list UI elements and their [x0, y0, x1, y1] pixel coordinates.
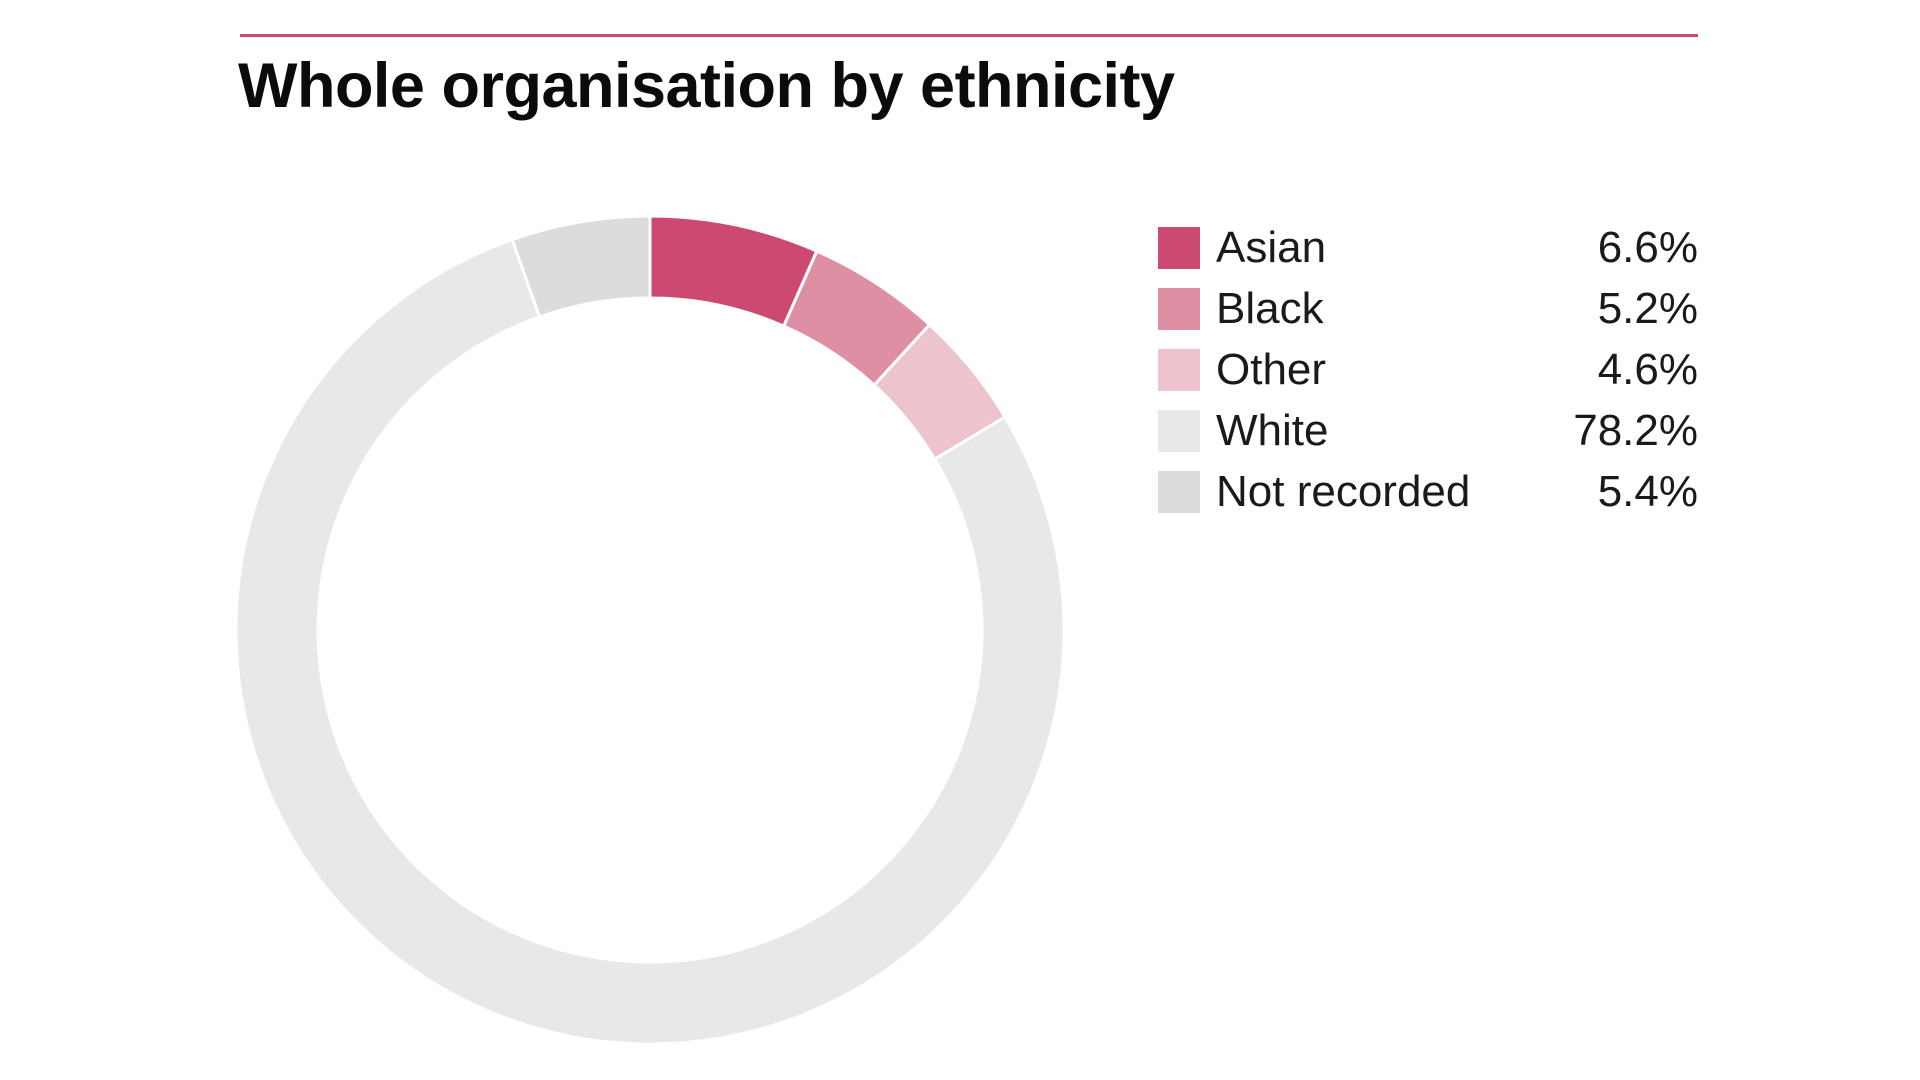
donut-slice-white: [234, 237, 1066, 1046]
legend-swatch-white: [1158, 410, 1200, 452]
title-rule: [240, 34, 1698, 37]
legend-label: White: [1216, 406, 1329, 455]
legend-swatch-black: [1158, 288, 1200, 330]
legend-label: Other: [1216, 345, 1327, 394]
legend-label: Not recorded: [1216, 467, 1471, 516]
donut-slices: [234, 214, 1066, 1046]
legend-item-not-recorded: Not recorded 5.4%: [1158, 466, 1698, 527]
donut-slice-not-recorded: [510, 214, 652, 319]
legend-value: 5.2%: [1597, 284, 1698, 333]
legend-item-black: Black 5.2%: [1158, 283, 1698, 344]
donut-chart: [234, 214, 1066, 1046]
legend-item-white: White 78.2%: [1158, 405, 1698, 466]
donut-chart-container: [230, 210, 1070, 1050]
legend-swatch-other: [1158, 349, 1200, 391]
legend-value: 5.4%: [1597, 467, 1698, 516]
chart-title: Whole organisation by ethnicity: [238, 51, 1175, 121]
legend-item-other: Other 4.6%: [1158, 344, 1698, 405]
chart-legend: Asian 6.6% Black 5.2% Other 4.6% White 78.2% Not…: [1158, 222, 1698, 527]
legend-label: Black: [1216, 284, 1324, 333]
legend-value: 78.2%: [1573, 406, 1698, 455]
legend-label: Asian: [1216, 223, 1327, 272]
legend-item-asian: Asian 6.6%: [1158, 222, 1698, 283]
legend-swatch-not-recorded: [1158, 471, 1200, 513]
legend-value: 6.6%: [1597, 223, 1698, 272]
legend-value: 4.6%: [1597, 345, 1698, 394]
legend-swatch-asian: [1158, 227, 1200, 269]
